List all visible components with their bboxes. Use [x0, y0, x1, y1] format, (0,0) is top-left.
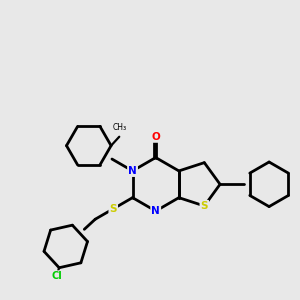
Text: N: N: [151, 206, 160, 216]
Text: S: S: [110, 204, 117, 214]
Text: Cl: Cl: [51, 271, 62, 281]
Text: N: N: [128, 166, 137, 176]
Text: O: O: [151, 132, 160, 142]
Text: S: S: [201, 201, 208, 211]
Text: CH₃: CH₃: [112, 123, 126, 132]
